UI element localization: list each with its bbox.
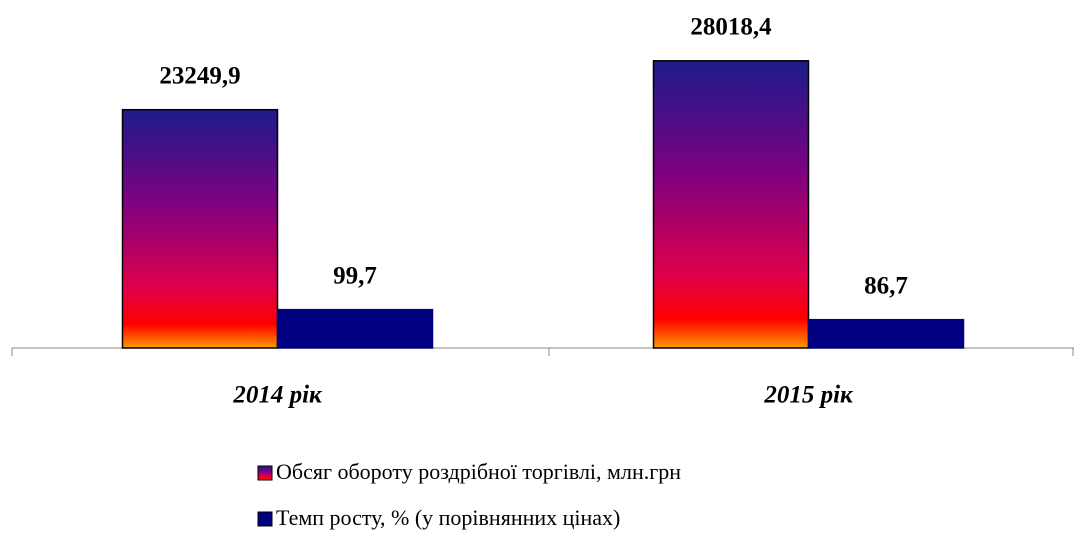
legend-swatch [257,511,273,527]
legend-label: Обсяг обороту роздрібної торгівлі, млн.г… [276,459,681,484]
legend-swatch [257,465,273,481]
data-label: 28018,4 [690,14,772,41]
data-label: 23249,9 [159,62,240,89]
bar [807,318,965,349]
legend-label: Темп росту, % (у порівнянних цінах) [276,505,620,530]
bar [276,308,434,349]
bar [652,60,810,349]
x-tick-label: 2015 рік [763,382,854,409]
x-tick-label: 2014 рік [232,382,323,409]
data-label: 86,7 [864,272,908,299]
data-label: 99,7 [333,262,377,289]
bar [121,108,279,349]
